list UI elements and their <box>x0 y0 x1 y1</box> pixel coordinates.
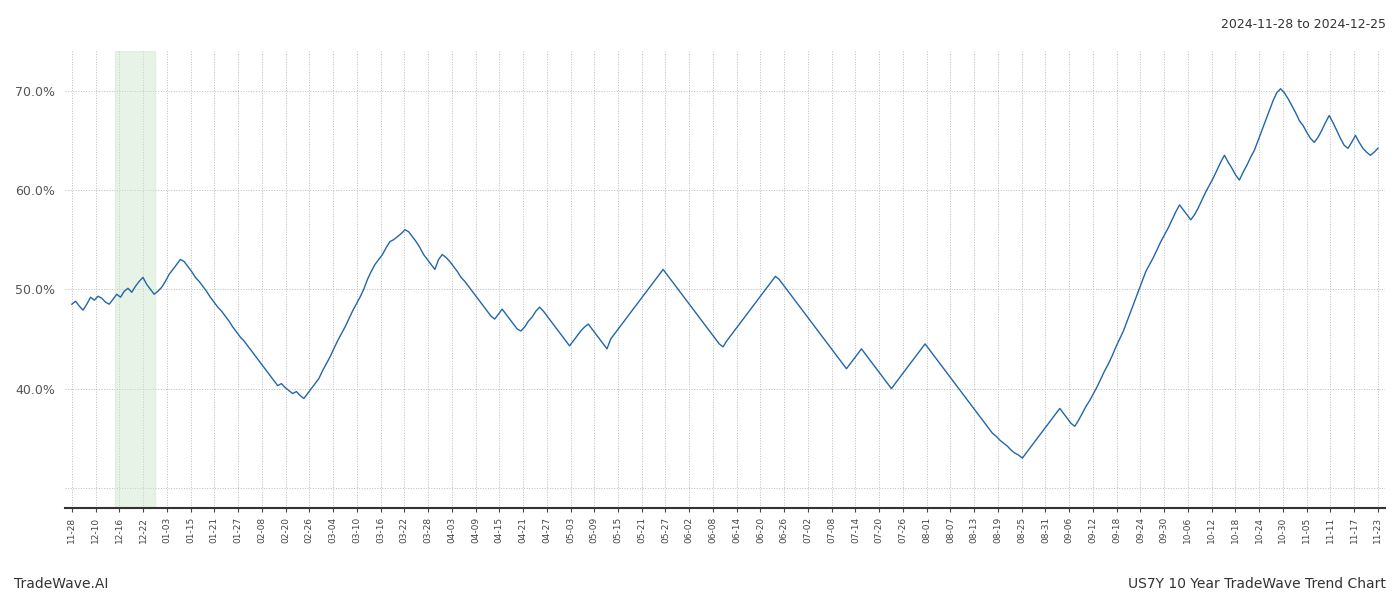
Text: US7Y 10 Year TradeWave Trend Chart: US7Y 10 Year TradeWave Trend Chart <box>1128 577 1386 591</box>
Bar <box>115 51 155 508</box>
Text: TradeWave.AI: TradeWave.AI <box>14 577 108 591</box>
Text: 2024-11-28 to 2024-12-25: 2024-11-28 to 2024-12-25 <box>1221 18 1386 31</box>
